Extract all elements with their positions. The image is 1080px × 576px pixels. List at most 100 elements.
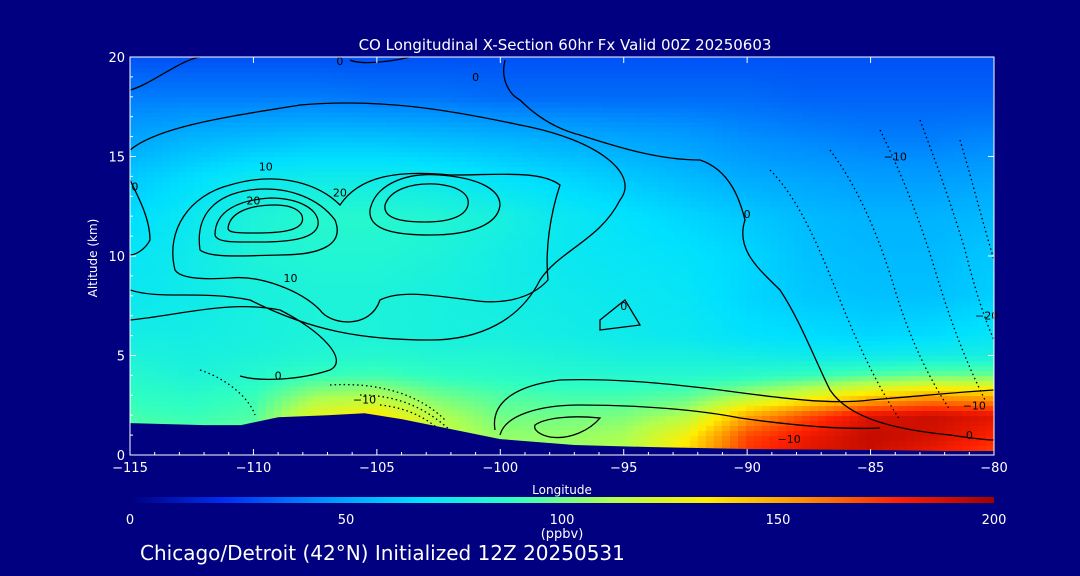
field-cell	[258, 121, 267, 128]
field-cell	[586, 370, 595, 377]
field-cell	[218, 300, 227, 307]
field-cell	[570, 171, 579, 178]
field-cell	[146, 390, 155, 397]
field-cell	[570, 146, 579, 153]
field-cell	[554, 111, 563, 118]
field-cell	[146, 270, 155, 277]
field-cell	[546, 290, 555, 297]
field-cell	[266, 365, 275, 372]
field-cell	[186, 300, 195, 307]
field-cell	[146, 136, 155, 143]
field-cell	[226, 241, 235, 247]
field-cell	[450, 315, 459, 322]
field-cell	[218, 216, 227, 222]
field-cell	[274, 231, 283, 237]
field-cell	[618, 405, 627, 412]
field-cell	[458, 405, 467, 412]
field-cell	[138, 106, 147, 113]
field-cell	[626, 365, 635, 372]
field-cell	[538, 136, 547, 143]
field-cell	[242, 181, 251, 188]
field-cell	[522, 246, 531, 252]
field-cell	[378, 161, 387, 168]
field-cell	[610, 360, 619, 367]
field-cell	[210, 260, 219, 267]
field-cell	[290, 191, 299, 198]
field-cell	[154, 320, 163, 327]
field-cell	[418, 375, 427, 382]
field-cell	[306, 320, 315, 327]
field-cell	[378, 400, 387, 407]
field-cell	[362, 320, 371, 327]
field-cell	[594, 71, 603, 78]
field-cell	[234, 81, 243, 88]
field-cell	[450, 265, 459, 272]
field-cell	[402, 375, 411, 382]
field-cell	[274, 141, 283, 148]
field-cell	[266, 181, 275, 188]
field-cell	[514, 136, 523, 143]
field-cell	[618, 390, 627, 397]
field-cell	[234, 395, 243, 402]
field-cell	[314, 146, 323, 153]
field-cell	[338, 231, 347, 237]
field-cell	[514, 435, 523, 441]
field-cell	[450, 425, 459, 431]
field-cell	[170, 325, 179, 332]
field-cell	[546, 96, 555, 103]
field-cell	[466, 310, 475, 317]
field-cell	[538, 196, 547, 203]
field-cell	[586, 246, 595, 252]
field-cell	[562, 216, 571, 222]
field-cell	[562, 340, 571, 347]
field-cell	[210, 186, 219, 193]
field-cell	[386, 151, 395, 158]
field-cell	[274, 206, 283, 213]
field-cell	[378, 201, 387, 208]
field-cell	[162, 151, 171, 158]
field-cell	[442, 176, 451, 183]
field-cell	[370, 375, 379, 382]
field-cell	[258, 335, 267, 342]
field-cell	[442, 290, 451, 297]
field-cell	[586, 151, 595, 158]
field-cell	[346, 86, 355, 93]
field-cell	[586, 216, 595, 222]
field-cell	[170, 166, 179, 173]
field-cell	[322, 256, 331, 262]
field-cell	[610, 420, 619, 426]
field-cell	[338, 161, 347, 168]
field-cell	[154, 330, 163, 337]
field-cell	[354, 231, 363, 237]
field-cell	[458, 161, 467, 168]
field-cell	[274, 181, 283, 188]
field-cell	[194, 201, 203, 208]
field-cell	[290, 216, 299, 222]
field-cell	[274, 360, 283, 367]
field-cell	[450, 71, 459, 78]
field-cell	[186, 335, 195, 342]
field-cell	[434, 420, 443, 426]
field-cell	[210, 146, 219, 153]
field-cell	[402, 156, 411, 163]
field-cell	[346, 71, 355, 78]
field-cell	[186, 166, 195, 173]
field-cell	[458, 91, 467, 98]
field-cell	[314, 211, 323, 217]
field-cell	[402, 161, 411, 168]
field-cell	[522, 310, 531, 317]
field-cell	[554, 355, 563, 362]
field-cell	[458, 131, 467, 138]
field-cell	[266, 310, 275, 317]
field-cell	[474, 221, 483, 227]
field-cell	[218, 260, 227, 267]
field-cell	[346, 216, 355, 222]
field-cell	[570, 91, 579, 98]
field-cell	[362, 76, 371, 83]
field-cell	[394, 375, 403, 382]
field-cell	[162, 390, 171, 397]
field-cell	[362, 360, 371, 367]
field-cell	[394, 156, 403, 163]
field-cell	[378, 395, 387, 402]
field-cell	[370, 290, 379, 297]
